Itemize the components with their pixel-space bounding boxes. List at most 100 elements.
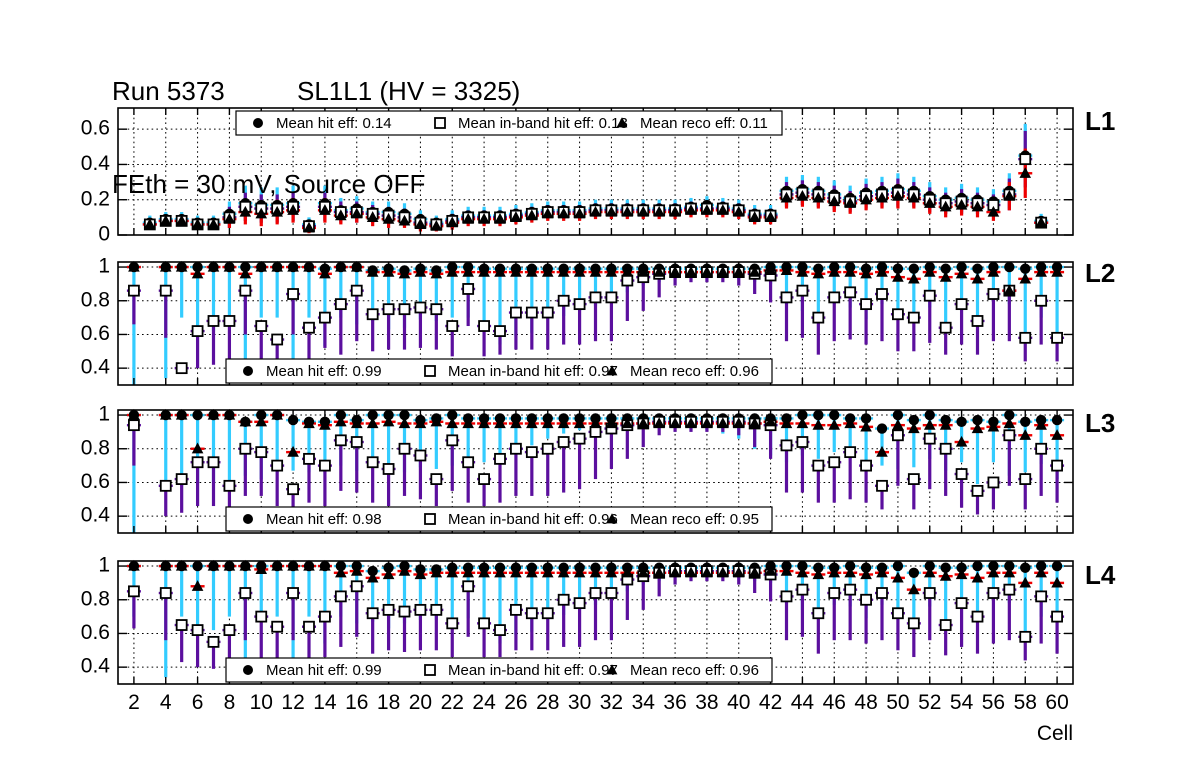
marker-reco-eff [271, 408, 283, 420]
marker-reco-eff [303, 221, 315, 233]
marker-reco-eff [653, 205, 665, 217]
marker-reco-eff [955, 198, 968, 210]
marker-inband-eff [350, 436, 363, 448]
marker-inband-eff [175, 362, 188, 375]
marker-reco-eff [955, 267, 968, 279]
marker-reco-eff [446, 566, 459, 578]
marker-hit-eff [972, 560, 983, 572]
marker-reco-eff [430, 267, 443, 279]
marker-reco-eff [732, 205, 745, 217]
marker-reco-eff [510, 265, 522, 277]
x-tick-label: 16 [345, 691, 368, 714]
legend-icon-filled-triangle [606, 664, 618, 675]
marker-reco-eff [876, 191, 888, 203]
y-tick-label: 1 [98, 554, 110, 577]
marker-reco-eff [1003, 566, 1016, 578]
marker-inband-eff [462, 456, 475, 469]
marker-hit-eff [940, 562, 951, 573]
marker-reco-eff [398, 267, 411, 279]
legend-box-l2 [225, 358, 773, 384]
marker-reco-eff [669, 205, 681, 217]
x-tick-label: 30 [568, 691, 591, 714]
marker-reco-eff [748, 211, 761, 222]
marker-reco-eff [366, 571, 379, 583]
marker-hit-eff [860, 413, 872, 424]
y-tick-label: 1 [98, 255, 110, 278]
marker-reco-eff [366, 265, 379, 277]
marker-reco-eff [828, 265, 841, 277]
x-tick-label: 10 [250, 691, 273, 714]
y-tick-label: 0.2 [81, 187, 110, 210]
marker-inband-eff [1051, 331, 1063, 344]
legend-box-l3 [225, 506, 773, 532]
marker-inband-eff [796, 436, 809, 448]
marker-hit-eff [972, 414, 983, 426]
marker-reco-eff [669, 265, 681, 277]
marker-reco-eff [701, 417, 713, 429]
legend-icon-filled-triangle [606, 365, 618, 376]
marker-reco-eff [191, 218, 204, 230]
marker-reco-eff [780, 191, 793, 203]
marker-inband-eff [159, 284, 172, 297]
marker-inband-eff [812, 311, 825, 324]
marker-inband-eff [525, 306, 538, 319]
marker-inband-eff [255, 610, 268, 623]
marker-reco-eff [414, 265, 427, 277]
marker-inband-eff [892, 429, 904, 442]
marker-reco-eff [764, 564, 777, 576]
marker-reco-eff [287, 204, 299, 215]
marker-reco-eff [653, 417, 665, 429]
marker-reco-eff [589, 205, 602, 217]
marker-reco-eff [271, 205, 283, 217]
marker-inband-eff [780, 439, 793, 452]
x-axis-title: Cell [1037, 722, 1073, 745]
marker-inband-eff [430, 603, 443, 616]
marker-hit-eff [1051, 414, 1063, 426]
marker-inband-eff [255, 320, 268, 332]
marker-reco-eff [462, 265, 474, 277]
marker-reco-eff [159, 214, 172, 226]
marker-reco-eff [1051, 576, 1063, 588]
marker-reco-eff [892, 189, 904, 201]
x-tick-label: 34 [632, 691, 656, 714]
marker-reco-eff [844, 265, 856, 277]
marker-inband-eff [334, 298, 347, 311]
marker-reco-eff [621, 566, 634, 578]
marker-inband-eff [971, 484, 984, 497]
x-tick-label: 58 [1014, 691, 1037, 714]
marker-reco-eff [717, 417, 729, 429]
marker-inband-eff [446, 434, 459, 447]
marker-inband-eff [1035, 294, 1048, 307]
marker-reco-eff [748, 566, 761, 578]
marker-reco-eff [255, 207, 268, 219]
marker-reco-eff [732, 566, 745, 578]
legend-label: Mean reco eff: 0.11 [640, 115, 768, 132]
marker-reco-eff [780, 564, 793, 576]
x-tick-label: 8 [224, 691, 236, 714]
marker-reco-eff [621, 265, 634, 277]
marker-reco-eff [239, 267, 252, 279]
marker-inband-eff [430, 473, 443, 485]
marker-reco-eff [796, 566, 809, 578]
marker-reco-eff [271, 559, 283, 571]
legend-label: Mean reco eff: 0.96 [630, 363, 759, 380]
legend-label: Mean hit eff: 0.99 [266, 662, 382, 679]
title-line-1: Run 5373 SL1L1 (HV = 3325) [112, 76, 521, 106]
marker-reco-eff [573, 566, 586, 578]
marker-reco-eff [1003, 189, 1016, 201]
marker-reco-eff [908, 422, 920, 434]
marker-inband-eff [860, 593, 872, 606]
marker-reco-eff [573, 265, 586, 277]
marker-reco-eff [510, 211, 522, 222]
marker-reco-eff [828, 566, 841, 578]
marker-reco-eff [494, 212, 506, 224]
marker-inband-eff [159, 587, 172, 599]
marker-hit-eff [844, 560, 856, 572]
x-tick-label: 22 [441, 691, 464, 714]
marker-reco-eff [589, 566, 602, 578]
marker-reco-eff [1019, 272, 1032, 284]
marker-inband-eff [191, 325, 204, 337]
marker-inband-eff [414, 603, 427, 616]
marker-reco-eff [303, 260, 315, 272]
